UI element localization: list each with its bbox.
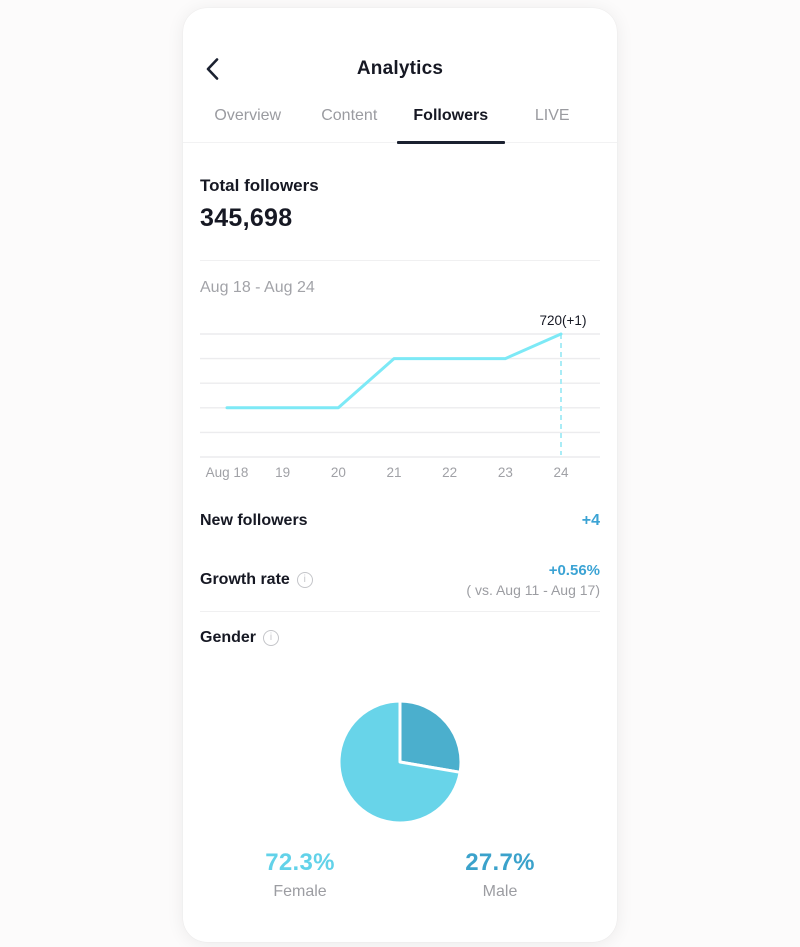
tab-content[interactable]: Content xyxy=(299,94,401,142)
tab-overview[interactable]: Overview xyxy=(197,94,299,142)
new-followers-value: +4 xyxy=(581,512,600,529)
page-title: Analytics xyxy=(356,58,444,79)
total-followers-label: Total followers xyxy=(200,176,319,195)
analytics-panel: Analytics Overview Content Followers LIV… xyxy=(183,8,617,942)
tab-followers[interactable]: Followers xyxy=(400,94,502,142)
female-percentage: 72.3% xyxy=(265,849,335,876)
gender-info-icon[interactable]: i xyxy=(263,630,280,646)
gender-label: Gender xyxy=(200,629,257,646)
svg-text:19: 19 xyxy=(275,465,290,480)
svg-text:24: 24 xyxy=(553,465,569,480)
line-chart-svg: 720(+1) Aug 18 19 20 21 22 23 24 xyxy=(200,313,600,480)
followers-line-chart: 720(+1) Aug 18 19 20 21 22 23 24 xyxy=(200,307,600,482)
total-followers-value: 345,698 xyxy=(200,204,293,232)
tab-label: Overview xyxy=(214,107,282,124)
tab-label: Followers xyxy=(413,107,489,124)
back-chevron-icon xyxy=(206,58,218,80)
tab-label: LIVE xyxy=(534,107,570,124)
tab-live[interactable]: LIVE xyxy=(502,94,604,142)
tab-label: Content xyxy=(321,107,378,124)
svg-text:23: 23 xyxy=(498,465,513,480)
growth-rate-comparison: ( vs. Aug 11 - Aug 17) xyxy=(466,582,600,598)
growth-rate-row: Growth rate i +0.56% ( vs. Aug 11 - Aug … xyxy=(200,562,600,598)
new-followers-row: New followers +4 xyxy=(200,512,600,530)
male-stat: 27.7% Male xyxy=(400,849,600,901)
new-followers-label: New followers xyxy=(200,512,308,529)
svg-text:Aug 18: Aug 18 xyxy=(206,465,249,480)
gender-section-header: Gender i xyxy=(200,629,600,647)
svg-text:20: 20 xyxy=(331,465,346,480)
back-button[interactable] xyxy=(197,55,227,83)
growth-rate-label: Growth rate xyxy=(200,571,290,588)
pie-chart-svg xyxy=(337,699,463,825)
header: Analytics xyxy=(183,54,617,84)
growth-rate-value: +0.56% xyxy=(548,562,600,579)
divider xyxy=(200,611,600,612)
male-percentage: 27.7% xyxy=(465,849,535,876)
female-label: Female xyxy=(273,883,327,900)
growth-rate-info-icon[interactable]: i xyxy=(296,572,313,588)
female-stat: 72.3% Female xyxy=(200,849,400,901)
chart-date-range: Aug 18 - Aug 24 xyxy=(200,279,315,296)
gender-stats: 72.3% Female 27.7% Male xyxy=(200,849,600,901)
divider xyxy=(200,260,600,261)
svg-text:22: 22 xyxy=(442,465,457,480)
svg-text:21: 21 xyxy=(386,465,401,480)
svg-text:720(+1): 720(+1) xyxy=(540,313,587,328)
tab-bar: Overview Content Followers LIVE xyxy=(183,94,617,143)
gender-pie-chart xyxy=(200,697,600,827)
male-label: Male xyxy=(482,883,518,900)
content: Total followers 345,698 Aug 18 - Aug 24 … xyxy=(183,176,617,901)
